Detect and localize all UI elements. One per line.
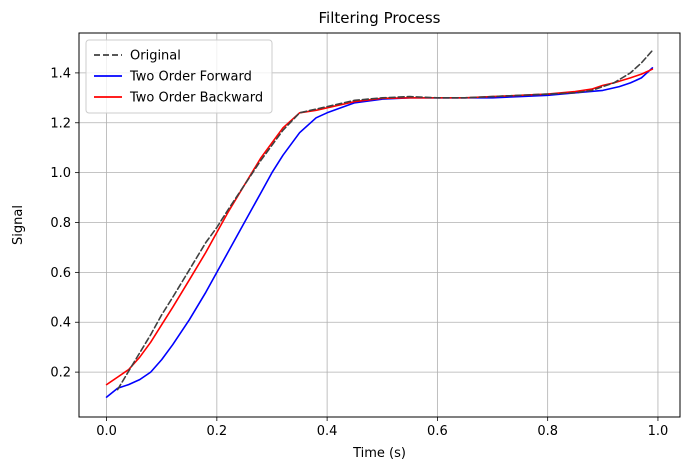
ticks: 0.0 0.2 0.4 0.6 0.8 1.0 0.2 0.4 0.6 0.8 1.0 1.2 1.4 — [50, 66, 668, 439]
x-tick-label: 0.6 — [427, 424, 448, 439]
x-tick-label: 0.8 — [537, 424, 558, 439]
plot-frame — [78, 32, 681, 418]
x-tick-label: 0.4 — [317, 424, 338, 439]
y-tick-label: 0.8 — [50, 216, 71, 231]
chart-title: Filtering Process — [318, 9, 440, 27]
y-tick-label: 0.4 — [50, 316, 71, 331]
series-layer — [105, 49, 654, 398]
x-axis-label: Time (s) — [352, 446, 406, 461]
y-tick-label: 1.2 — [50, 116, 71, 131]
series-line-two-order-forward — [105, 67, 654, 398]
legend-label: Two Order Backward — [129, 91, 263, 106]
x-tick-label: 1.0 — [648, 424, 669, 439]
legend: Original Two Order Forward Two Order Backw… — [85, 39, 273, 114]
series-line-two-order-backward — [105, 68, 654, 386]
legend-box — [85, 39, 273, 114]
grid — [79, 33, 680, 417]
y-tick-label: 1.0 — [50, 166, 71, 181]
legend-label: Two Order Forward — [129, 70, 252, 85]
y-axis-label: Signal — [11, 205, 26, 245]
legend-label: Original — [130, 49, 181, 64]
series-line-original — [116, 49, 654, 391]
y-tick-label: 0.2 — [50, 366, 71, 381]
x-tick-label: 0.2 — [207, 424, 228, 439]
y-tick-label: 1.4 — [50, 66, 71, 81]
x-tick-label: 0.0 — [96, 424, 117, 439]
y-tick-label: 0.6 — [50, 266, 71, 281]
